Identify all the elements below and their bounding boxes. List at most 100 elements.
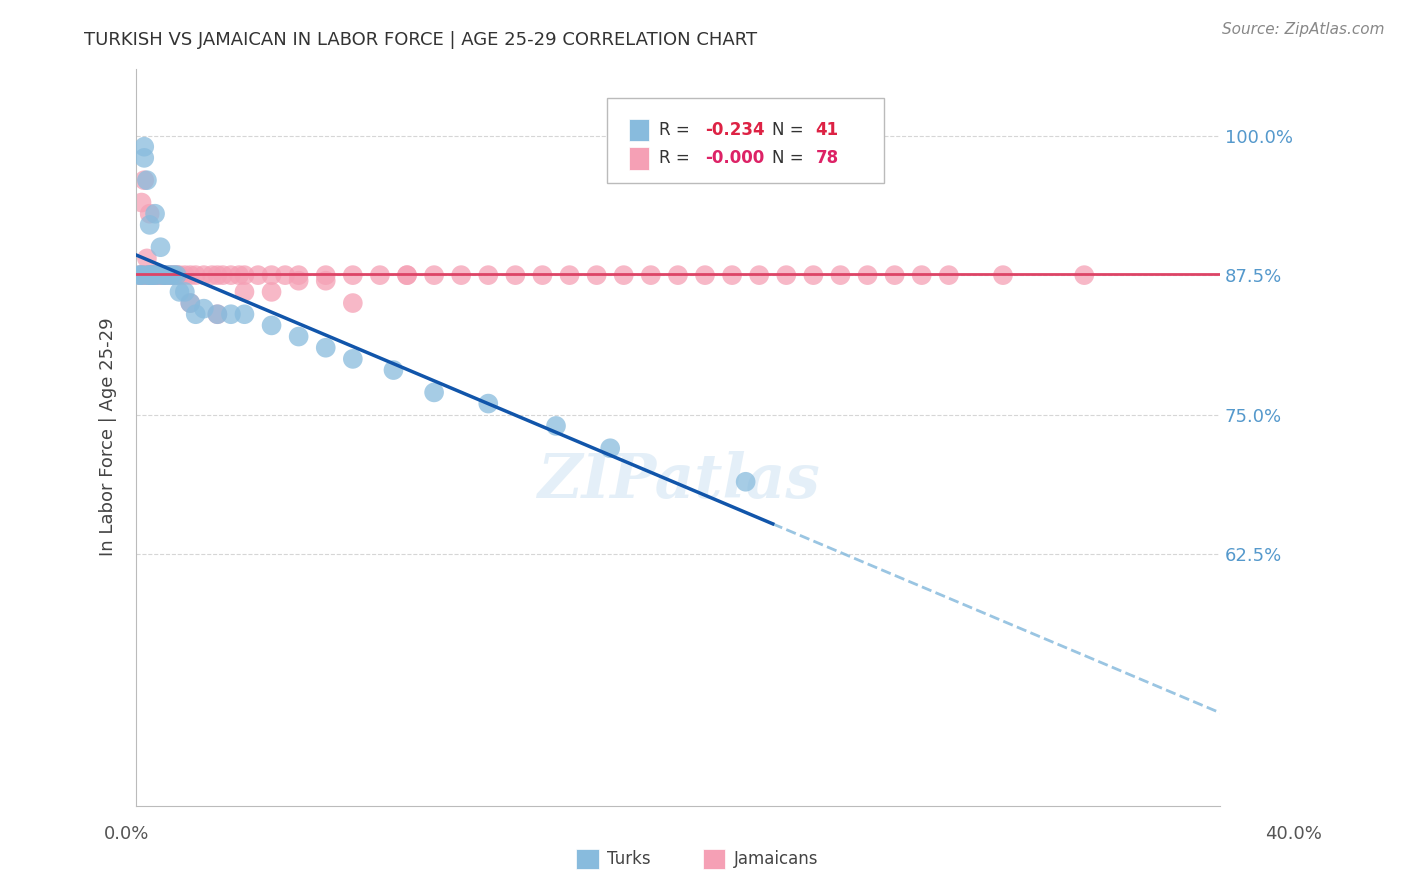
Point xyxy=(666,268,689,282)
Text: 41: 41 xyxy=(815,120,838,138)
Point xyxy=(163,268,186,282)
Point xyxy=(287,268,309,282)
Point xyxy=(143,207,166,221)
Point xyxy=(131,195,153,210)
Point xyxy=(141,268,163,282)
Point xyxy=(163,268,186,282)
Point xyxy=(342,268,364,282)
Point xyxy=(136,268,159,282)
Point xyxy=(131,268,153,282)
Point xyxy=(599,442,621,456)
Point xyxy=(287,274,309,288)
Point xyxy=(157,268,180,282)
Point xyxy=(173,268,195,282)
Text: 78: 78 xyxy=(815,150,838,168)
Point xyxy=(134,268,156,282)
Point xyxy=(141,268,163,282)
Point xyxy=(152,268,174,282)
Point xyxy=(382,363,405,377)
Point xyxy=(169,285,191,299)
Point xyxy=(136,252,159,266)
Point xyxy=(152,268,174,282)
Point xyxy=(136,173,159,187)
Point xyxy=(315,341,337,355)
Point xyxy=(207,268,229,282)
Point xyxy=(134,139,156,153)
Point xyxy=(207,307,229,321)
Point xyxy=(315,268,337,282)
Point xyxy=(143,268,166,282)
Point xyxy=(138,268,160,282)
Point xyxy=(143,268,166,282)
Y-axis label: In Labor Force | Age 25-29: In Labor Force | Age 25-29 xyxy=(100,318,117,557)
Point xyxy=(801,268,824,282)
Point xyxy=(233,307,256,321)
Point xyxy=(179,296,201,310)
Point xyxy=(152,268,174,282)
Text: Source: ZipAtlas.com: Source: ZipAtlas.com xyxy=(1222,22,1385,37)
Point xyxy=(193,268,215,282)
Point xyxy=(141,268,163,282)
Point xyxy=(233,268,256,282)
Point xyxy=(368,268,391,282)
Point xyxy=(141,268,163,282)
Point xyxy=(169,268,191,282)
Text: R =: R = xyxy=(659,150,696,168)
Text: Jamaicans: Jamaicans xyxy=(734,850,818,868)
Point xyxy=(201,268,224,282)
Point xyxy=(173,285,195,299)
Text: N =: N = xyxy=(772,120,808,138)
Point xyxy=(138,268,160,282)
Point xyxy=(260,285,283,299)
Point xyxy=(134,173,156,187)
Point xyxy=(544,418,567,433)
Point xyxy=(274,268,297,282)
Text: ZIPatlas: ZIPatlas xyxy=(537,451,820,511)
Text: -0.000: -0.000 xyxy=(704,150,765,168)
Point xyxy=(146,268,169,282)
Point xyxy=(146,268,169,282)
Text: Turks: Turks xyxy=(607,850,651,868)
Point xyxy=(152,268,174,282)
Point xyxy=(883,268,905,282)
Point xyxy=(136,268,159,282)
Point xyxy=(184,268,207,282)
Point xyxy=(184,307,207,321)
Bar xyxy=(628,119,648,141)
Point xyxy=(342,351,364,366)
Point xyxy=(160,268,183,282)
Point xyxy=(395,268,418,282)
Text: R =: R = xyxy=(659,120,696,138)
Point xyxy=(585,268,607,282)
Point xyxy=(166,268,188,282)
Point xyxy=(613,268,636,282)
Point xyxy=(287,329,309,343)
Text: -0.234: -0.234 xyxy=(704,120,765,138)
Point xyxy=(193,301,215,316)
Point xyxy=(721,268,744,282)
Point xyxy=(315,274,337,288)
Point xyxy=(160,268,183,282)
Point xyxy=(138,268,160,282)
Point xyxy=(207,307,229,321)
Point xyxy=(640,268,662,282)
Point xyxy=(138,268,160,282)
Point xyxy=(938,268,960,282)
Point xyxy=(143,268,166,282)
Point xyxy=(260,318,283,333)
Point xyxy=(134,151,156,165)
Point xyxy=(131,268,153,282)
Point xyxy=(149,240,172,254)
Point xyxy=(211,268,233,282)
Point xyxy=(155,268,177,282)
Point xyxy=(179,268,201,282)
Point xyxy=(395,268,418,282)
Point xyxy=(219,268,242,282)
Point xyxy=(157,268,180,282)
Point xyxy=(228,268,250,282)
Point xyxy=(477,396,499,410)
Point xyxy=(149,268,172,282)
Text: TURKISH VS JAMAICAN IN LABOR FORCE | AGE 25-29 CORRELATION CHART: TURKISH VS JAMAICAN IN LABOR FORCE | AGE… xyxy=(84,31,758,49)
Point xyxy=(138,218,160,232)
Point xyxy=(260,268,283,282)
